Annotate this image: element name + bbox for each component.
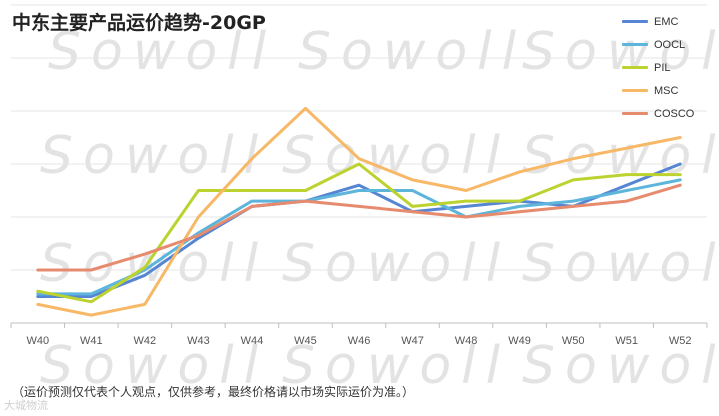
series-line-msc (36, 106, 682, 317)
legend: EMC OOCL PIL MSC COSCO (622, 10, 694, 125)
legend-item-msc: MSC (622, 79, 694, 102)
x-tick-label: W40 (26, 335, 49, 347)
series-line-oocl (36, 178, 682, 296)
legend-label: EMC (654, 15, 679, 28)
legend-swatch (622, 66, 648, 69)
x-axis: W40 W41 W42 W43 W44 W45 W46 W47 W48 W49 W50 W51 W52 (10, 323, 708, 347)
legend-swatch (622, 20, 648, 23)
chart-title: 中东主要产品运价趋势-20GP (12, 12, 266, 34)
brand-logo: 大城物流 (4, 399, 48, 412)
legend-item-cosco: COSCO (622, 102, 694, 125)
watermark-text: Sowoll (282, 234, 511, 294)
series-line-emc (36, 162, 682, 298)
x-tick-label: W46 (348, 335, 371, 347)
x-tick-label: W44 (241, 335, 264, 347)
x-tick-label: W51 (615, 335, 638, 347)
x-tick-label: W43 (187, 335, 210, 347)
legend-item-emc: EMC (622, 10, 694, 33)
watermark-text: Sowoll (522, 234, 719, 294)
x-tick-label: W42 (134, 335, 157, 347)
x-tick-label: W45 (294, 335, 317, 347)
watermark-text: Sowoll (40, 234, 269, 294)
legend-label: MSC (654, 84, 679, 97)
watermark-text: Sowoll (282, 126, 511, 186)
footnote: （运价预测仅代表个人观点，仅供参考，最终价格请以市场实际运价为准。） (12, 385, 415, 399)
legend-item-pil: PIL (622, 56, 694, 79)
legend-label: OOCL (654, 38, 686, 51)
watermark-text: Sowoll (40, 336, 269, 396)
legend-item-oocl: OOCL (622, 33, 694, 56)
legend-swatch (622, 112, 648, 115)
watermark-text: Sowoll (40, 126, 269, 186)
watermark-text: Sowoll (522, 22, 719, 82)
legend-swatch (622, 43, 648, 46)
legend-label: COSCO (654, 107, 695, 120)
legend-swatch (622, 89, 648, 92)
x-tick-label: W47 (401, 335, 424, 347)
x-tick-label: W48 (455, 335, 478, 347)
watermark-text: Sowoll (48, 22, 277, 82)
series-line-pil (36, 162, 682, 304)
legend-label: PIL (654, 61, 671, 74)
series-lines (36, 106, 682, 317)
watermark-text: Sowoll (522, 336, 719, 396)
x-tick-label: W41 (80, 335, 103, 347)
x-tick-label: W49 (508, 335, 531, 347)
watermark-text: Sowoll (298, 22, 527, 82)
watermark-text: Sowoll (282, 336, 511, 396)
series-line-cosco (36, 183, 682, 272)
x-tick-label: W52 (669, 335, 692, 347)
x-tick-label: W50 (562, 335, 585, 347)
